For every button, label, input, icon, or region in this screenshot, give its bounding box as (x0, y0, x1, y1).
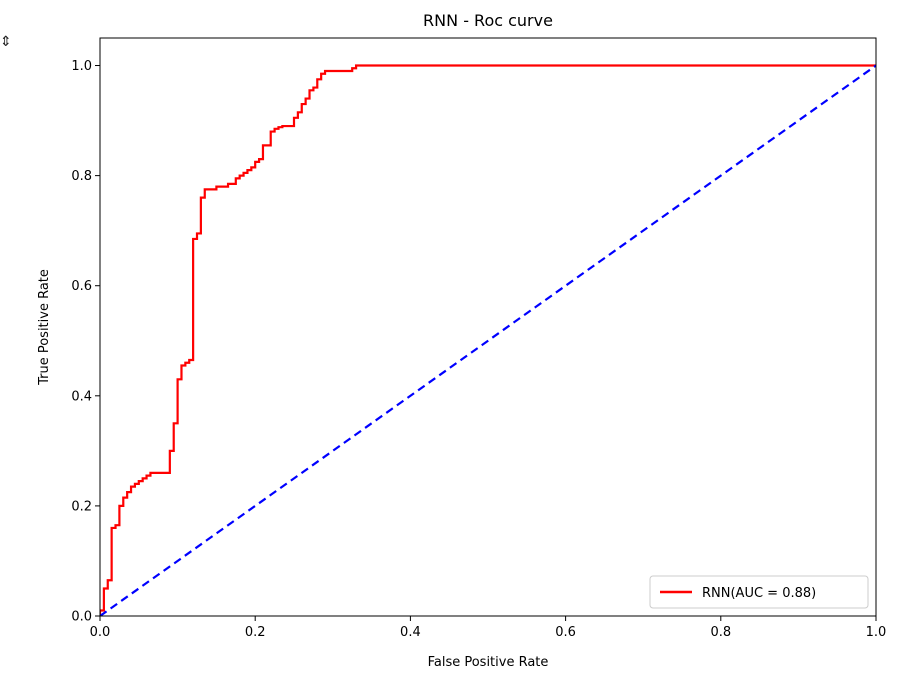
x-tick-label: 0.0 (90, 625, 111, 640)
x-tick-label: 1.0 (866, 625, 887, 640)
figure-toolbar-glyph[interactable]: ⇕ (0, 34, 12, 50)
roc-curve-line (100, 64, 876, 616)
y-axis-label: True Positive Rate (37, 269, 52, 386)
y-tick-label: 0.2 (71, 499, 92, 514)
plot-axes: RNN - Roc curve 0.0 0.2 0.4 0.6 0.8 1.0 0.0 0.2 0… (37, 11, 886, 670)
x-tick-label: 0.2 (245, 625, 266, 640)
x-tick-label: 0.4 (400, 625, 421, 640)
legend-entry-label: RNN(AUC = 0.88) (702, 586, 816, 601)
y-tick-label: 0.6 (71, 279, 92, 294)
y-tick-label: 1.0 (71, 59, 92, 74)
x-tick-label: 0.6 (555, 625, 576, 640)
chance-diagonal-line (100, 64, 876, 616)
y-tick-label: 0.8 (71, 169, 92, 184)
y-tick-label: 0.0 (71, 610, 92, 625)
x-tick-label: 0.8 (710, 625, 731, 640)
legend-box (649, 575, 869, 609)
x-axis-label: False Positive Rate (428, 655, 549, 670)
chart-title: RNN - Roc curve (423, 11, 553, 30)
axes-frame (99, 37, 877, 617)
y-tick-label: 0.4 (71, 389, 92, 404)
